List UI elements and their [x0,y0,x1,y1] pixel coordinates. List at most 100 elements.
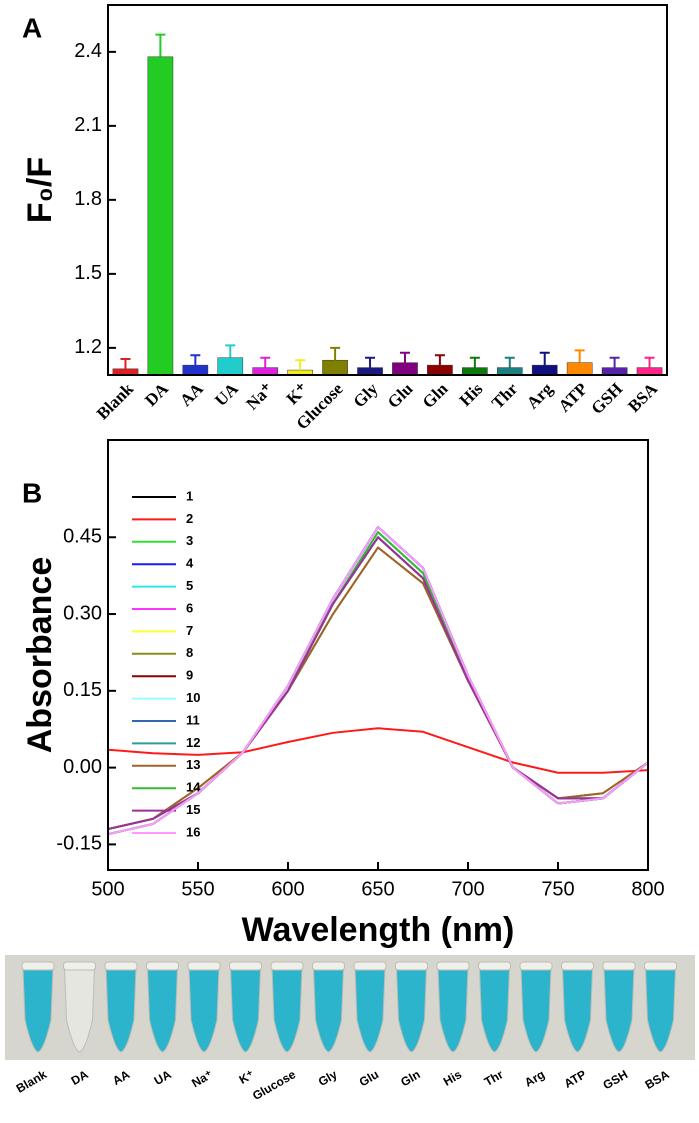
x-tick-label: 800 [631,878,664,900]
bar [392,362,418,376]
tube-cap [229,961,262,971]
tube-label: Gln [398,1067,422,1089]
legend-label: 16 [186,824,200,839]
tube-label: BSA [643,1067,672,1092]
legend-label: 4 [186,556,194,571]
legend-label: 2 [186,511,193,526]
legend-label: 3 [186,533,193,548]
error-bar [260,356,271,368]
tube-label: ATP [562,1067,589,1091]
error-bar [644,356,655,368]
tube-cap [187,961,221,971]
tube [395,967,428,1053]
error-bar [365,356,376,368]
tube-label: DA [69,1067,91,1088]
tube-cap [519,961,553,971]
tube-cap [395,961,428,971]
error-bar [574,349,585,363]
y-tick-label: 0.30 [63,602,102,624]
legend-label: 7 [186,623,193,638]
error-bar [399,351,410,363]
bar [322,359,348,376]
y-tick-label: 2.4 [74,40,102,62]
x-tick-label: Gln [419,379,452,412]
bar [357,367,383,376]
tube-cap [312,961,345,971]
tube-label: Arg [522,1067,547,1089]
bar [147,56,174,376]
tube-label: Gly [316,1067,340,1089]
x-tick-label: ATP [555,379,592,416]
bar [531,364,558,376]
bar [636,367,663,376]
tube-cap [63,961,96,971]
x-tick-label: BSA [624,379,661,416]
x-tick-label: Blank [93,379,138,424]
x-tick-label: AA [176,379,207,410]
y-tick-label: -0.15 [56,833,102,855]
error-bar [434,354,445,366]
error-bar [504,356,515,368]
x-tick-label: UA [211,379,242,410]
tube [561,967,594,1053]
x-tick-label: Thr [488,379,522,413]
tube [437,967,469,1053]
plot-frame [107,439,649,871]
bar [427,364,453,376]
bar [182,364,209,376]
tube [146,967,179,1053]
x-tick-label: 600 [271,878,304,900]
error-bar [469,356,480,368]
bar [566,362,593,376]
error-bar [539,351,550,366]
tube [354,967,386,1053]
x-tick-label: 650 [361,878,394,900]
tube-cap [561,961,594,971]
x-tick-label: Glu [384,379,417,412]
tube-label: AA [110,1067,132,1088]
x-tick-label: 700 [451,878,484,900]
legend-label: 11 [186,712,200,727]
legend-label: 1 [186,488,193,503]
y-axis-label: F₀/F [21,157,59,223]
y-tick-label: 0.15 [63,679,102,701]
legend-label: 10 [186,690,200,705]
error-bar [609,356,620,368]
series-line [107,526,649,836]
tube [312,967,345,1053]
tube-cap [353,961,387,971]
x-tick-label: His [456,379,487,410]
tube-cap [478,961,511,971]
y-tick-label: 1.2 [74,336,102,358]
tube-cap [21,961,55,971]
tube [520,967,552,1053]
panel-label: B [22,477,42,508]
tube-label: His [441,1067,464,1089]
plot-frame [107,4,668,376]
tube-cap [644,961,677,971]
tube [105,967,137,1053]
error-bar [225,344,236,358]
x-tick-label: 500 [91,878,124,900]
legend-label: 8 [186,645,193,660]
x-tick-label: Na⁺ [242,379,276,413]
tube-cap [146,961,179,971]
legend-label: 12 [186,735,200,750]
y-tick-label: 1.8 [74,188,102,210]
legend-label: 5 [186,578,193,593]
bar [462,367,488,376]
tube [271,967,303,1053]
tube-label: UA [152,1067,174,1088]
tube-label: K⁺ [237,1067,257,1087]
tube-label: Thr [482,1067,506,1089]
tube-label: Blank [14,1067,50,1096]
bar [601,367,628,376]
legend-label: 9 [186,668,193,683]
legend-label: 6 [186,600,193,615]
tube-cap [436,961,470,971]
x-tick-label: 550 [181,878,214,900]
tube-cap [270,961,304,971]
x-tick-label: Gly [349,379,381,411]
tube-label: Na⁺ [189,1067,215,1090]
